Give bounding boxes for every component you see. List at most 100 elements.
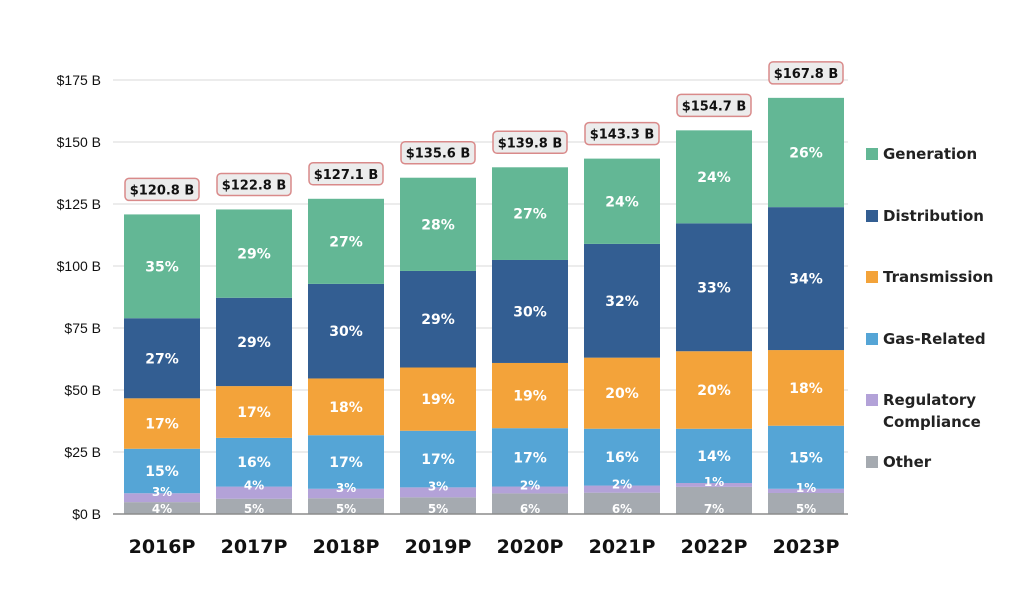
segment-label: 35% <box>145 259 179 275</box>
segment-label: 5% <box>244 502 264 516</box>
bar-segment-distribution <box>216 297 292 387</box>
legend-item: Gas-Related <box>866 330 986 348</box>
bar-segment-transmission <box>492 362 568 429</box>
segment-label: 4% <box>244 479 264 493</box>
bar-segment-distribution <box>124 318 200 399</box>
y-tick-label: $150 B <box>57 134 101 150</box>
bar-segment-generation <box>768 97 844 208</box>
bar-segment-transmission <box>584 357 660 429</box>
bar-stack-2017P: 5% 4% 16% 17% 29% 29% <box>216 209 292 516</box>
legend-swatch <box>866 271 878 283</box>
segment-label: 4% <box>152 502 172 516</box>
total-label-box <box>584 121 660 146</box>
bar-segment-regulatory-compliance <box>216 486 292 499</box>
bar-segment-other <box>584 492 660 514</box>
legend: Generation Distribution Transmission Gas-Re… <box>866 145 993 471</box>
bar-segment-other <box>124 502 200 514</box>
segment-label: 3% <box>428 479 448 493</box>
x-axis-ticks: 2016P 2017P 2018P 2019P 2020P 2021P 2022P 2023P <box>129 536 840 558</box>
bar-stack-2023P: 5% 1% 15% 18% 34% 26% <box>768 97 844 516</box>
bar-segment-generation <box>584 158 660 244</box>
total-label: $127.1 B <box>308 162 384 186</box>
bar-segment-distribution <box>584 243 660 358</box>
segment-label: 2% <box>612 478 632 492</box>
bar-segment-distribution <box>676 223 752 352</box>
total-label: $135.6 B <box>400 140 476 165</box>
total-labels: $120.8 B $122.8 B $127.1 B $135.6 B $139.8 B… <box>124 61 844 202</box>
bar-segment-generation <box>400 177 476 271</box>
bar-segment-generation <box>124 214 200 319</box>
bar-segment-other <box>216 498 292 514</box>
x-tick-label: 2020P <box>497 536 564 558</box>
bar-segment-regulatory-compliance <box>400 487 476 498</box>
x-tick-label: 2017P <box>221 536 288 558</box>
segment-label: 6% <box>520 502 540 516</box>
bar-stack-2022P: 7% 1% 14% 20% 33% 24% <box>676 130 752 516</box>
x-tick-label: 2021P <box>589 536 656 558</box>
legend-label-line2: Compliance <box>883 413 981 431</box>
x-tick-label: 2022P <box>681 536 748 558</box>
bar-segment-gas-related <box>216 437 292 487</box>
bar-stack-2019P: 5% 3% 17% 19% 29% 28% <box>400 177 476 516</box>
segment-label: 2% <box>520 479 540 493</box>
total-label-box <box>676 93 752 118</box>
bar-segment-transmission <box>768 350 844 426</box>
total-label-box <box>216 172 292 197</box>
bar-segment-distribution <box>308 283 384 379</box>
total-label-box <box>400 140 476 165</box>
segment-label: 3% <box>152 485 172 499</box>
segment-label: 17% <box>329 455 363 471</box>
bar-segment-gas-related <box>308 435 384 489</box>
segment-label: 29% <box>237 247 271 263</box>
total-label: $143.3 B <box>584 121 660 146</box>
segment-label: 32% <box>605 294 639 310</box>
total-label: $139.8 B <box>492 130 568 155</box>
total-label-text: $154.7 B <box>682 99 747 114</box>
x-tick-label: 2018P <box>313 536 380 558</box>
bar-segment-other <box>400 497 476 514</box>
segment-label: 20% <box>697 383 731 399</box>
bar-stack-2020P: 6% 2% 17% 19% 30% 27% <box>492 167 568 516</box>
total-label: $154.7 B <box>676 93 752 118</box>
segment-label: 19% <box>421 392 455 408</box>
segment-label: 17% <box>421 452 455 468</box>
y-tick-label: $100 B <box>57 258 101 274</box>
legend-label: Transmission <box>883 268 993 286</box>
segment-label: 30% <box>329 324 363 340</box>
segment-label: 6% <box>612 502 632 516</box>
bar-stack-2016P: 4% 3% 15% 17% 27% 35% <box>124 214 200 516</box>
y-tick-label: $0 B <box>72 506 101 522</box>
y-tick-label: $25 B <box>64 444 101 460</box>
bar-segment-distribution <box>768 207 844 351</box>
segment-label: 27% <box>145 351 179 367</box>
total-label-text: $120.8 B <box>130 183 195 198</box>
segment-label: 28% <box>421 217 455 233</box>
segment-label: 19% <box>513 389 547 405</box>
y-axis-ticks: $0 B $25 B $50 B $75 B $100 B $125 B $150 B $17… <box>57 72 101 522</box>
bar-segment-generation <box>492 167 568 260</box>
segment-label: 16% <box>605 450 639 466</box>
bar-segment-gas-related <box>400 430 476 488</box>
legend-swatch <box>866 394 878 406</box>
bar-stack-2018P: 5% 3% 17% 18% 30% 27% <box>308 198 384 516</box>
legend-swatch <box>866 210 878 222</box>
legend-label: Other <box>883 453 932 471</box>
bar-segment-gas-related <box>124 448 200 494</box>
bar-segment-transmission <box>308 378 384 436</box>
y-tick-label: $125 B <box>57 196 101 212</box>
bar-stack-2021P: 6% 2% 16% 20% 32% 24% <box>584 158 660 516</box>
total-label: $167.8 B <box>768 61 844 85</box>
legend-item: Regulatory Compliance <box>866 391 981 431</box>
bar-segment-distribution <box>400 270 476 368</box>
total-label-text: $139.8 B <box>498 136 563 151</box>
legend-item: Other <box>866 453 932 471</box>
total-label-text: $167.8 B <box>774 67 839 82</box>
legend-label: Gas-Related <box>883 330 986 348</box>
total-label-box <box>768 61 844 85</box>
bar-segment-regulatory-compliance <box>584 485 660 493</box>
segment-label: 5% <box>428 502 448 516</box>
y-tick-label: $75 B <box>64 320 101 336</box>
segment-label: 30% <box>513 304 547 320</box>
bar-segment-generation <box>216 209 292 298</box>
total-label-text: $143.3 B <box>590 128 655 143</box>
